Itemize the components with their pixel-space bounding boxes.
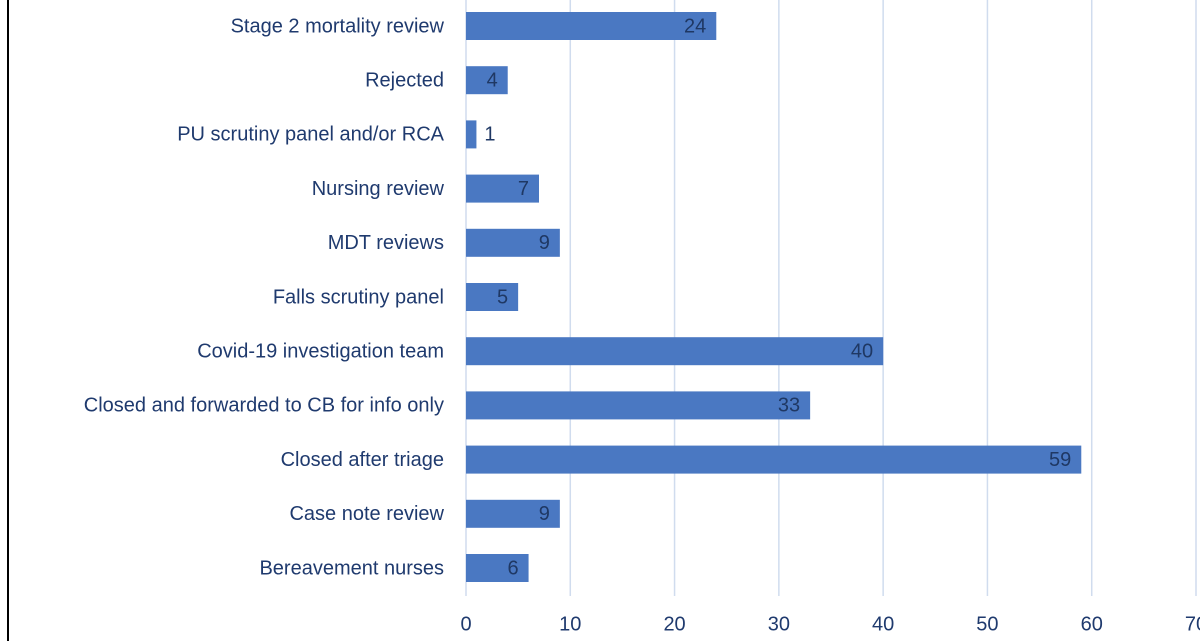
x-tick-label: 40 — [872, 613, 894, 635]
bar — [466, 445, 1082, 474]
y-tick-label: Covid-19 investigation team — [197, 340, 444, 362]
value-label: 9 — [539, 503, 550, 525]
value-label: 5 — [497, 286, 508, 308]
bar — [466, 283, 519, 311]
bar — [466, 12, 717, 40]
y-tick-label: Rejected — [365, 69, 444, 91]
y-tick-label: Closed after triage — [281, 449, 444, 471]
value-label: 9 — [539, 232, 550, 254]
x-tick-label: 60 — [1081, 613, 1103, 635]
bar — [466, 499, 560, 528]
bar — [466, 391, 811, 420]
value-label: 6 — [507, 557, 518, 579]
bar — [466, 337, 884, 366]
bar — [466, 228, 560, 257]
y-tick-label: Bereavement nurses — [259, 557, 444, 579]
value-label: 1 — [484, 124, 495, 146]
y-tick-label: Closed and forwarded to CB for info only — [84, 395, 444, 417]
bar — [466, 66, 508, 95]
x-tick-label: 0 — [460, 613, 471, 635]
x-tick-label: 50 — [976, 613, 998, 635]
value-label: 4 — [487, 69, 498, 91]
x-tick-label: 20 — [663, 613, 685, 635]
bar — [466, 174, 539, 203]
value-label: 59 — [1049, 449, 1071, 471]
y-tick-label: MDT reviews — [328, 232, 444, 254]
x-tick-label: 30 — [768, 613, 790, 635]
y-tick-label: Nursing review — [312, 178, 445, 200]
value-label: 7 — [518, 178, 529, 200]
x-tick-label: 10 — [559, 613, 581, 635]
y-tick-label: Case note review — [289, 503, 444, 525]
bar — [466, 554, 529, 582]
y-tick-label: Stage 2 mortality review — [231, 15, 445, 37]
value-label: 33 — [778, 395, 800, 417]
y-tick-label: Falls scrutiny panel — [273, 286, 444, 308]
y-tick-label: PU scrutiny panel and/or RCA — [177, 124, 444, 146]
bar — [466, 120, 477, 149]
x-tick-label: 70 — [1185, 613, 1200, 635]
value-label: 24 — [684, 15, 706, 37]
value-label: 40 — [851, 340, 873, 362]
